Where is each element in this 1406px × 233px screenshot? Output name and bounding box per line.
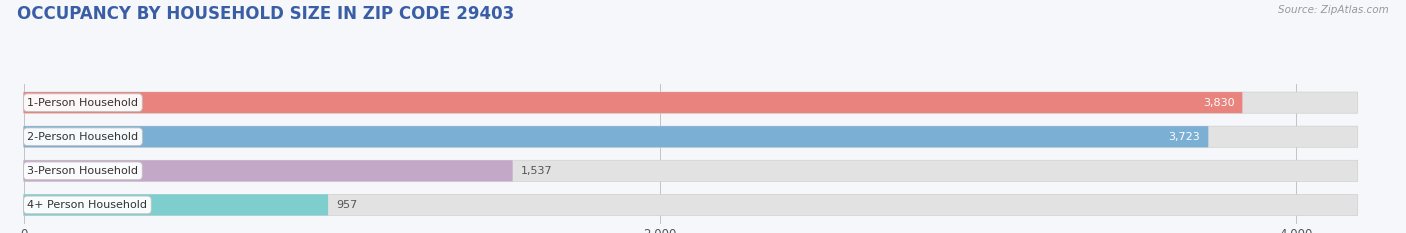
FancyBboxPatch shape xyxy=(24,160,513,182)
Text: OCCUPANCY BY HOUSEHOLD SIZE IN ZIP CODE 29403: OCCUPANCY BY HOUSEHOLD SIZE IN ZIP CODE … xyxy=(17,5,515,23)
Text: 2-Person Household: 2-Person Household xyxy=(28,132,139,142)
Text: 1,537: 1,537 xyxy=(520,166,553,176)
FancyBboxPatch shape xyxy=(24,92,1243,113)
Text: 3-Person Household: 3-Person Household xyxy=(28,166,138,176)
Text: 4+ Person Household: 4+ Person Household xyxy=(28,200,148,210)
Text: 3,723: 3,723 xyxy=(1168,132,1201,142)
FancyBboxPatch shape xyxy=(24,126,1208,147)
FancyBboxPatch shape xyxy=(24,194,1358,216)
FancyBboxPatch shape xyxy=(24,126,1358,147)
FancyBboxPatch shape xyxy=(24,194,328,216)
Text: 1-Person Household: 1-Person Household xyxy=(28,98,138,108)
Text: 957: 957 xyxy=(336,200,357,210)
FancyBboxPatch shape xyxy=(24,92,1358,113)
Text: 3,830: 3,830 xyxy=(1202,98,1234,108)
Text: Source: ZipAtlas.com: Source: ZipAtlas.com xyxy=(1278,5,1389,15)
FancyBboxPatch shape xyxy=(24,160,1358,182)
